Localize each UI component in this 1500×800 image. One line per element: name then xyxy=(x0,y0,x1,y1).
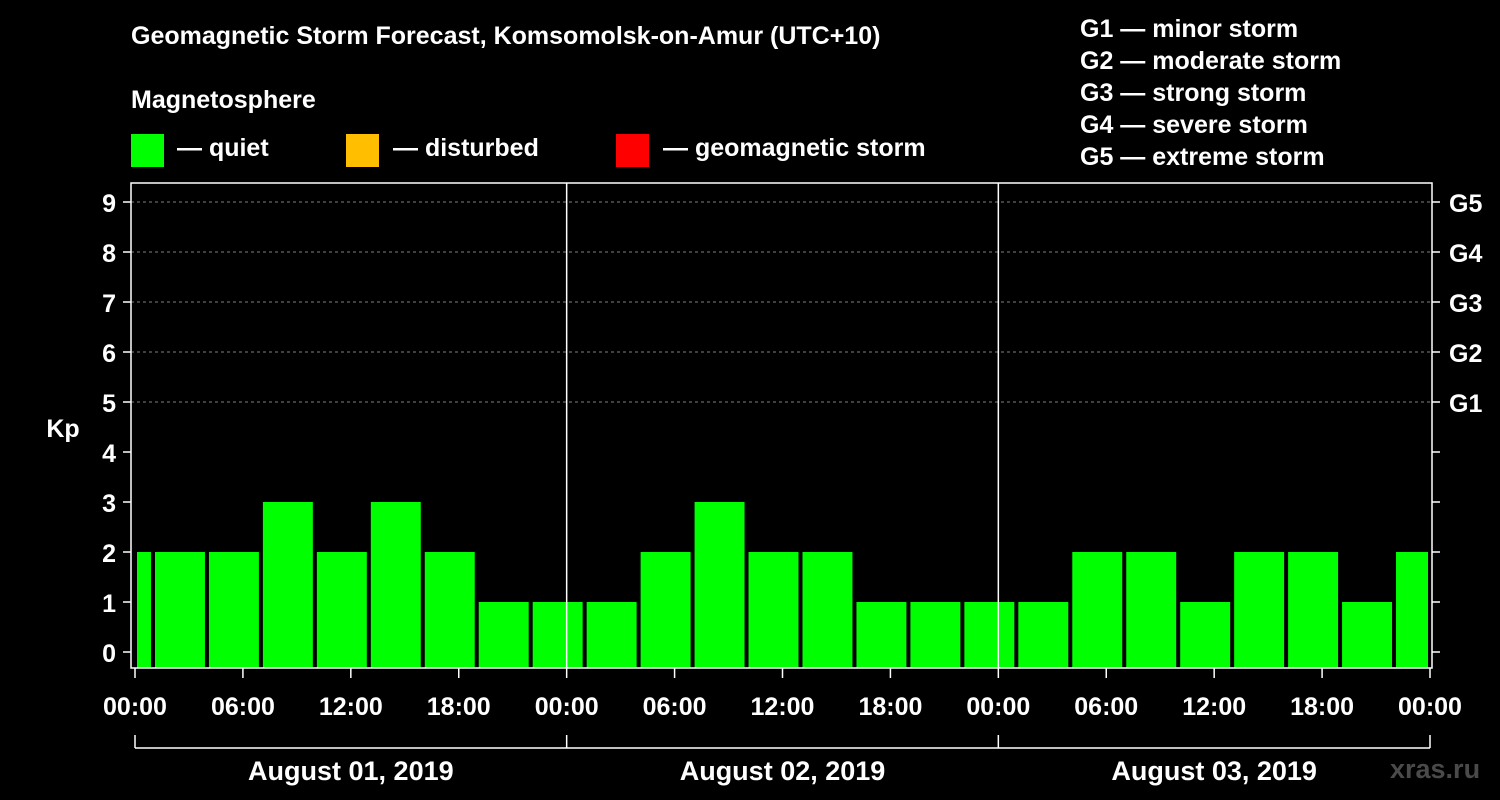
y-tick-label: 7 xyxy=(102,290,116,318)
kp-bar xyxy=(1180,602,1231,668)
g-scale-g1: G1 — minor storm xyxy=(1080,15,1299,43)
g-level-label: G3 xyxy=(1449,290,1482,318)
kp-bar xyxy=(262,502,313,668)
x-tick-label: 00:00 xyxy=(1398,693,1462,721)
x-tick-label: 18:00 xyxy=(1290,693,1354,721)
g-scale-g4: G4 — severe storm xyxy=(1080,111,1308,139)
legend-label-disturbed: — disturbed xyxy=(393,134,539,162)
y-tick-label: 9 xyxy=(102,190,116,218)
y-tick-label: 8 xyxy=(102,240,116,268)
kp-bar xyxy=(1396,552,1428,668)
kp-bar xyxy=(370,502,421,668)
kp-bar xyxy=(964,602,1015,668)
kp-bar xyxy=(137,552,151,668)
kp-bar xyxy=(1018,602,1069,668)
legend-swatch-storm xyxy=(616,134,649,167)
g-level-label: G2 xyxy=(1449,340,1482,368)
watermark: xras.ru xyxy=(1390,754,1481,784)
g-scale-g2: G2 — moderate storm xyxy=(1080,47,1342,75)
kp-bar xyxy=(1288,552,1339,668)
y-tick-label: 4 xyxy=(102,440,116,468)
chart-title: Geomagnetic Storm Forecast, Komsomolsk-o… xyxy=(131,22,881,50)
g-level-label: G5 xyxy=(1449,190,1482,218)
g-scale-g3: G3 — strong storm xyxy=(1080,79,1307,107)
y-tick-label: 0 xyxy=(102,640,116,668)
x-tick-label: 00:00 xyxy=(966,693,1030,721)
kp-bar xyxy=(694,502,745,668)
x-tick-label: 12:00 xyxy=(1182,693,1246,721)
y-tick-label: 2 xyxy=(102,540,116,568)
day-label: August 03, 2019 xyxy=(1111,756,1317,786)
kp-bar xyxy=(424,552,475,668)
y-axis-label: Kp xyxy=(46,415,79,443)
kp-bar xyxy=(1072,552,1123,668)
legend-label-storm: — geomagnetic storm xyxy=(663,134,926,162)
x-tick-label: 12:00 xyxy=(751,693,815,721)
kp-bar xyxy=(316,552,367,668)
x-tick-label: 18:00 xyxy=(858,693,922,721)
legend-swatch-disturbed xyxy=(346,134,379,167)
kp-bar xyxy=(802,552,853,668)
g-level-label: G1 xyxy=(1449,390,1482,418)
y-tick-label: 1 xyxy=(102,590,116,618)
kp-bar xyxy=(910,602,961,668)
kp-bar xyxy=(208,552,259,668)
kp-bar xyxy=(154,552,205,668)
kp-bar xyxy=(748,552,799,668)
x-tick-label: 12:00 xyxy=(319,693,383,721)
x-tick-label: 06:00 xyxy=(1074,693,1138,721)
kp-bar xyxy=(856,602,907,668)
x-tick-label: 06:00 xyxy=(643,693,707,721)
kp-bar xyxy=(586,602,637,668)
g-scale-g5: G5 — extreme storm xyxy=(1080,143,1325,171)
y-tick-label: 6 xyxy=(102,340,116,368)
day-label: August 02, 2019 xyxy=(680,756,886,786)
legend-label-quiet: — quiet xyxy=(177,134,269,162)
day-label: August 01, 2019 xyxy=(248,756,454,786)
g-level-label: G4 xyxy=(1449,240,1482,268)
kp-bar xyxy=(1234,552,1285,668)
y-tick-label: 3 xyxy=(102,490,116,518)
x-tick-label: 18:00 xyxy=(427,693,491,721)
y-tick-label: 5 xyxy=(102,390,116,418)
x-tick-label: 06:00 xyxy=(211,693,275,721)
kp-bar xyxy=(640,552,691,668)
legend-swatch-quiet xyxy=(131,134,164,167)
x-tick-label: 00:00 xyxy=(535,693,599,721)
kp-bar xyxy=(478,602,529,668)
x-tick-label: 00:00 xyxy=(103,693,167,721)
kp-bar xyxy=(1126,552,1177,668)
plot-frame xyxy=(130,182,1433,669)
legend-heading: Magnetosphere xyxy=(131,86,316,114)
kp-bar xyxy=(532,602,583,668)
kp-bar xyxy=(1342,602,1393,668)
